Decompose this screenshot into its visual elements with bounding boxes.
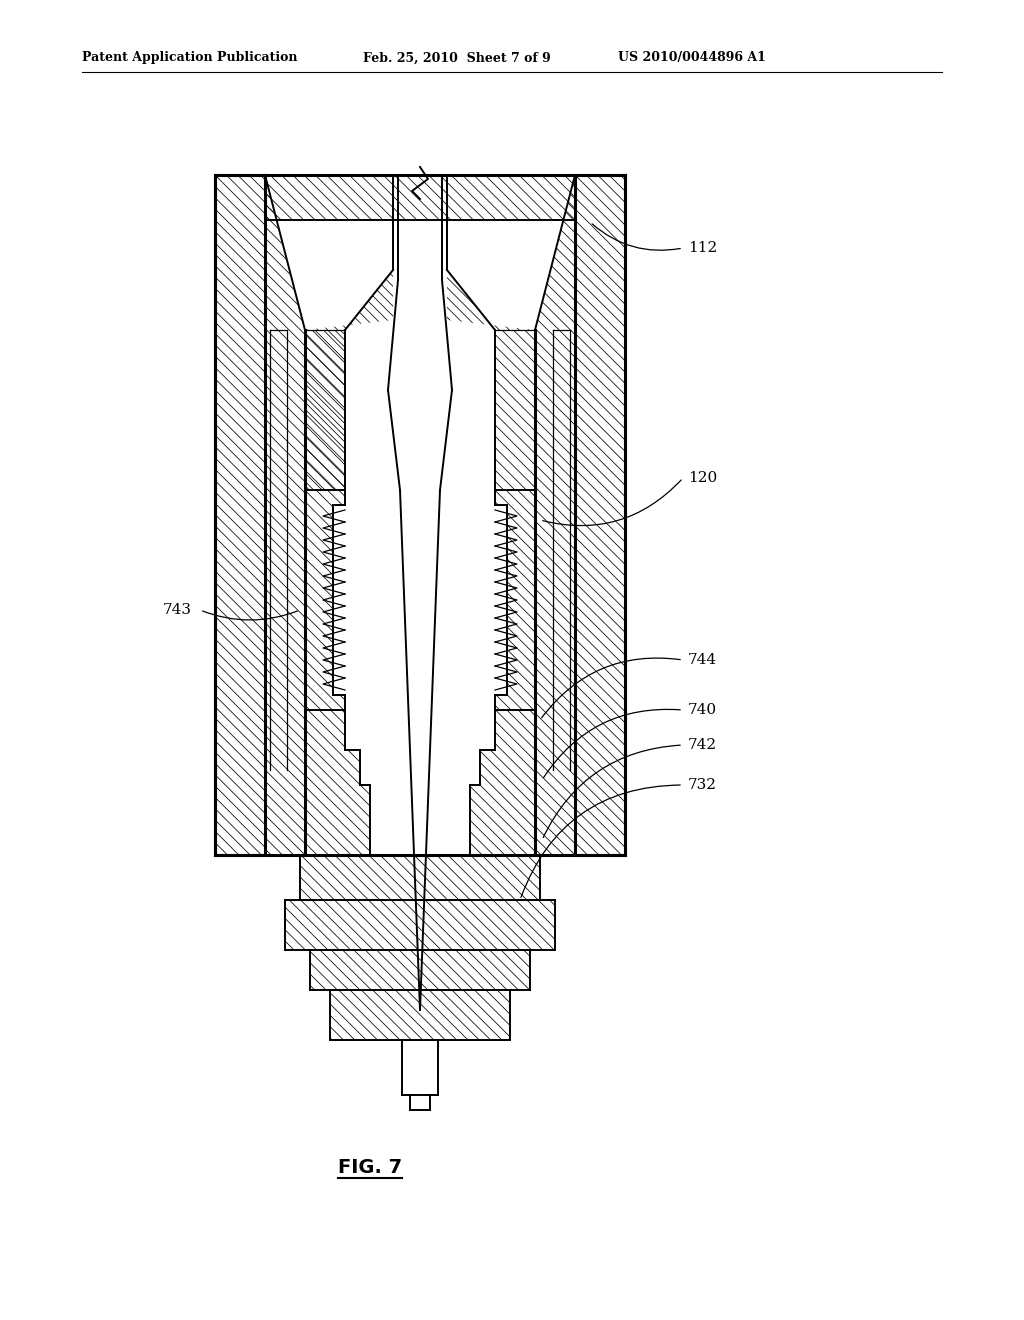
Text: Feb. 25, 2010  Sheet 7 of 9: Feb. 25, 2010 Sheet 7 of 9 <box>362 51 551 65</box>
FancyArrowPatch shape <box>543 746 680 837</box>
Text: 112: 112 <box>688 242 717 255</box>
Text: Patent Application Publication: Patent Application Publication <box>82 51 298 65</box>
Text: US 2010/0044896 A1: US 2010/0044896 A1 <box>618 51 766 65</box>
Text: 744: 744 <box>688 653 717 667</box>
Text: FIG. 7: FIG. 7 <box>338 1158 402 1177</box>
FancyArrowPatch shape <box>542 659 680 718</box>
Text: 120: 120 <box>688 471 717 484</box>
Text: 742: 742 <box>688 738 717 752</box>
Text: 740: 740 <box>688 704 717 717</box>
Text: 743: 743 <box>163 603 193 616</box>
Text: 732: 732 <box>688 777 717 792</box>
FancyArrowPatch shape <box>543 480 681 525</box>
FancyArrowPatch shape <box>203 611 297 620</box>
FancyArrowPatch shape <box>544 709 680 777</box>
FancyArrowPatch shape <box>592 224 680 251</box>
FancyArrowPatch shape <box>521 785 680 898</box>
